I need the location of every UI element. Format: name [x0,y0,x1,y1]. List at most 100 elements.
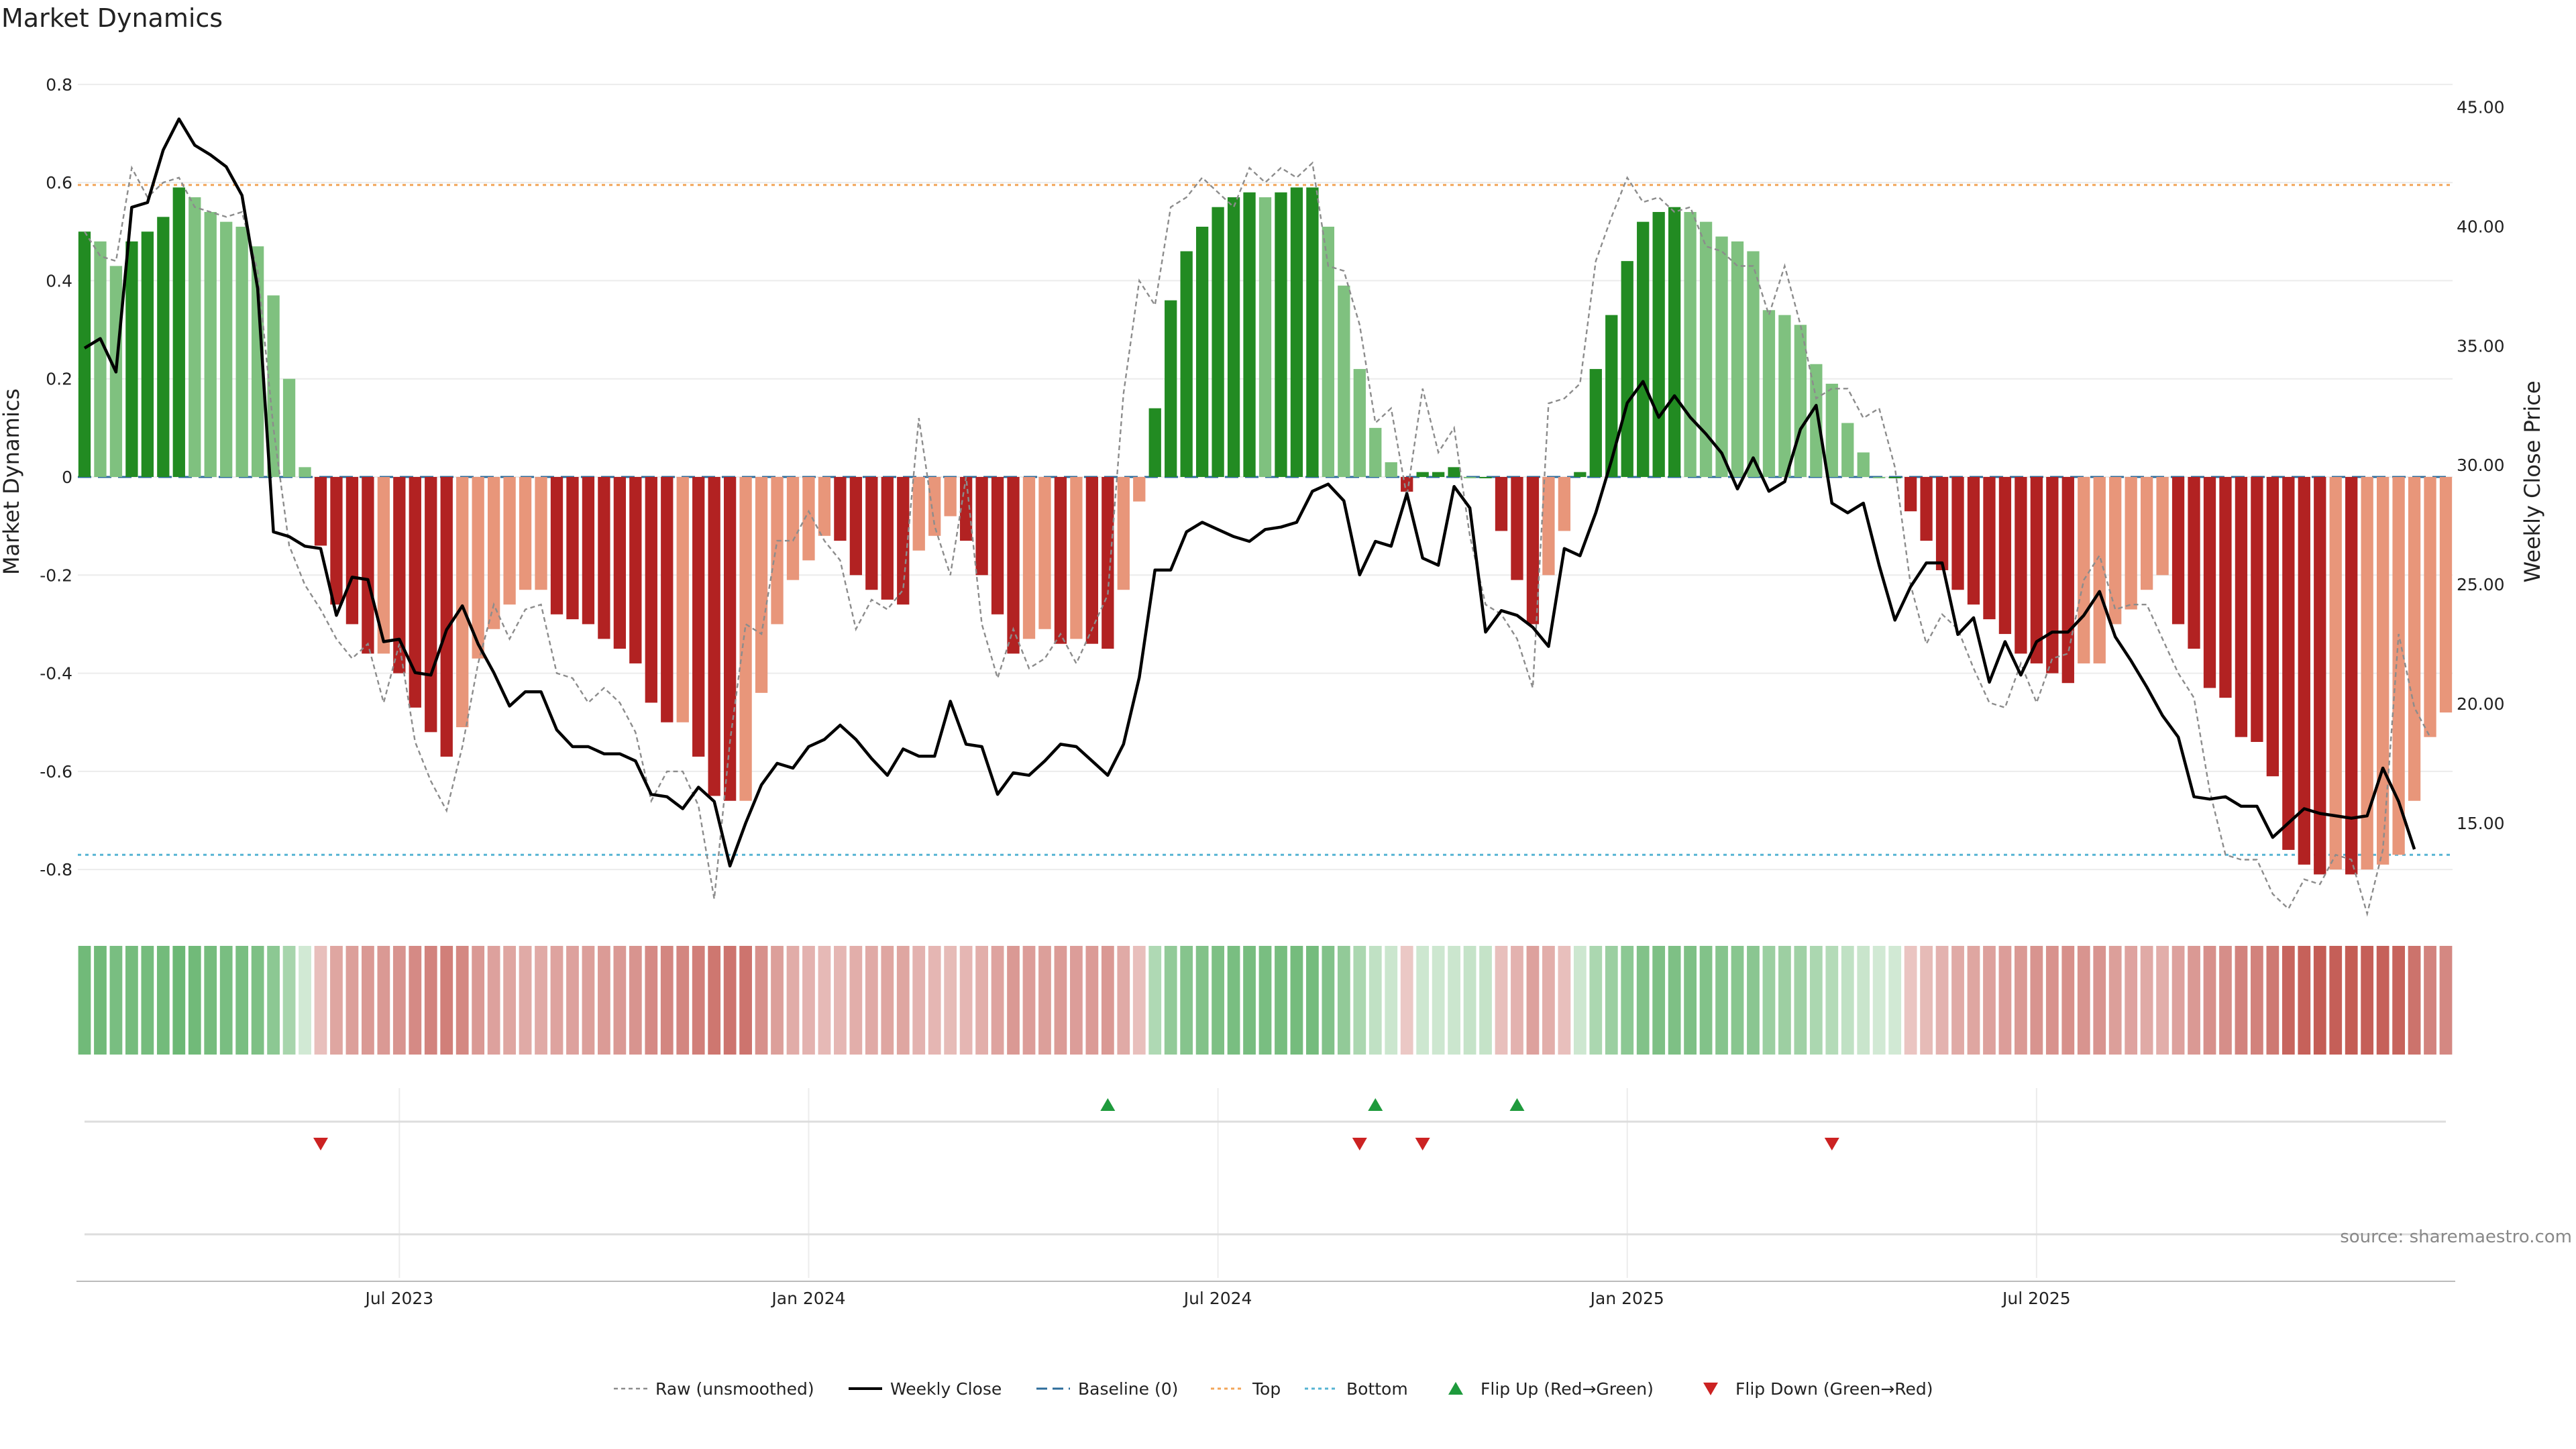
heat-cell [2188,946,2200,1055]
dynamics-bar [330,477,343,605]
heat-cell [865,946,878,1055]
dynamics-bar [1148,408,1161,477]
dynamics-bar [1778,315,1791,477]
dynamics-bar [1495,477,1508,531]
heat-cell [409,946,422,1055]
heat-cell [1558,946,1571,1055]
heat-cell [1085,946,1099,1055]
axes: 0.8 0.6 0.4 0.2 0 -0.2 -0.4 -0.6 -0.8 45.00 40.00 3… [40,75,2504,1308]
dynamics-bar [2188,477,2200,649]
legend-item-top: Top [1211,1379,1281,1399]
weekly-close-line [83,117,2416,868]
legend-label: Flip Up (Red→Green) [1481,1379,1654,1399]
dynamics-bar [204,212,217,477]
dynamics-bar [1290,187,1303,477]
dynamics-bar [393,477,406,674]
right-tick-label: 30.00 [2457,455,2505,475]
dynamics-bar [1322,226,1335,477]
heat-cell [1636,946,1650,1055]
heat-cell [172,946,186,1055]
heat-cell [2030,946,2043,1055]
dynamics-bar [409,477,421,708]
legend-item-flip_up: Flip Up (Red→Green) [1448,1379,1654,1399]
heat-cell [125,946,138,1055]
heat-cell [582,946,595,1055]
heat-cell [1117,946,1130,1055]
heat-cell [1306,946,1319,1055]
dynamics-bar [1416,472,1429,477]
dynamics-bar [1085,477,1099,644]
dynamics-bar [1479,477,1492,478]
legend-swatch [1448,1382,1463,1395]
heat-cell [424,946,437,1055]
heat-cell [881,946,894,1055]
heat-cell [1132,946,1146,1055]
dynamics-bar [2078,477,2090,663]
dynamics-bar [629,477,642,663]
dynamics-bar [2424,477,2436,737]
heat-cell [755,946,768,1055]
heat-cell [2376,946,2390,1055]
flip-down-marker [1824,1138,1839,1150]
heat-cell [1652,946,1666,1055]
heat-cell [944,946,957,1055]
dynamics-bar [94,241,107,477]
heat-cell [676,946,690,1055]
dynamics-bar [78,231,91,477]
flip-up-marker [1368,1098,1383,1111]
dynamics-bar [141,231,154,477]
dynamics-bar [1054,477,1067,644]
dynamics-bar [1810,364,1823,477]
dynamics-bar [928,477,941,536]
dynamics-bar [1605,315,1618,477]
flip-down-marker [1352,1138,1367,1150]
raw-series-line [83,161,2431,917]
dynamics-bar [220,221,233,477]
heat-cell [2015,946,2027,1055]
heat-cell [2408,946,2421,1055]
dynamics-bar [1998,477,2012,635]
heat-cell [188,946,201,1055]
heat-cell [267,946,280,1055]
dynamics-bar [2046,477,2059,674]
heat-cell [1589,946,1603,1055]
heat-cell [204,946,217,1055]
dynamics-bar [1275,192,1287,477]
dynamics-bar [1873,477,1886,478]
dynamics-bar [345,477,359,625]
heat-cell [1715,946,1728,1055]
dynamics-bar [2061,477,2074,684]
legend-swatch [1703,1383,1718,1395]
heat-cell [330,946,343,1055]
dynamics-bar [1117,477,1130,590]
dynamics-bar [157,217,170,477]
heat-cell [156,946,170,1055]
dynamics-bar [1621,261,1633,477]
heat-cell [912,946,926,1055]
heat-cell [1998,946,2012,1055]
heat-cell [1542,946,1555,1055]
dynamics-bar [1448,467,1460,477]
heat-cell [2093,946,2106,1055]
flip-up-marker [1100,1098,1116,1111]
dynamics-bar [2298,477,2310,865]
heat-cell [2235,946,2248,1055]
left-tick-label: -0.8 [40,860,72,879]
dynamics-bar [172,187,185,477]
legend-label: Raw (unsmoothed) [655,1379,814,1399]
dynamics-bar [362,477,374,654]
heat-cell [2203,946,2216,1055]
dynamics-bar [2251,477,2263,742]
heat-cell [1935,946,1949,1055]
dynamics-bar [1133,477,1146,502]
dynamics-bar [2266,477,2279,777]
heat-cell [692,946,705,1055]
flip-markers [313,1098,1839,1150]
heat-cell [2219,946,2232,1055]
dynamics-bar [1338,285,1350,477]
price-lines [83,117,2431,917]
dynamics-bar [991,477,1004,614]
legend-label: Flip Down (Green→Red) [1735,1379,1933,1399]
dynamics-bar [1102,477,1114,649]
dynamics-bar [1243,192,1256,477]
